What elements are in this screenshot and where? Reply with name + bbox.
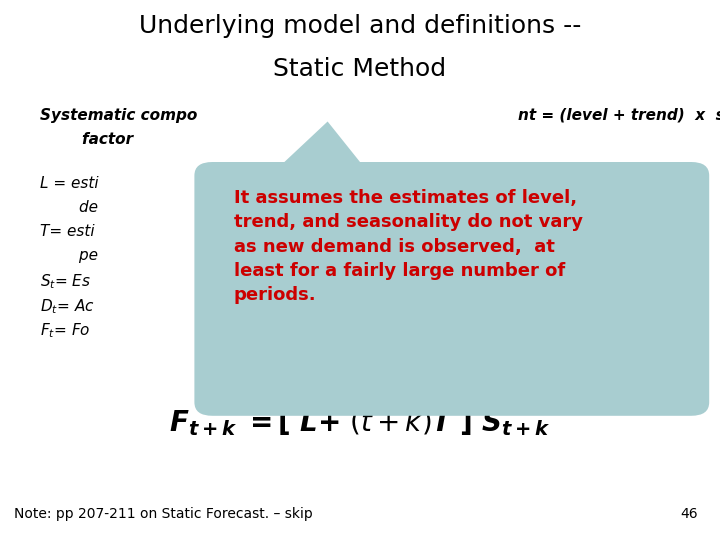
Text: Systematic compo: Systematic compo xyxy=(40,108,197,123)
Text: 46: 46 xyxy=(681,507,698,521)
FancyBboxPatch shape xyxy=(194,162,709,416)
Text: Underlying model and definitions --: Underlying model and definitions -- xyxy=(139,14,581,37)
Text: It assumes the estimates of level,
trend, and seasonality do not vary
as new dem: It assumes the estimates of level, trend… xyxy=(234,189,583,304)
Text: Static Method: Static Method xyxy=(274,57,446,80)
Text: $\bfit{F}_{t+k}$ $\mathbf{= [}$ $\bfit{L}$$\mathbf{+}$ $(t+k)$$\bfit{T}$ $\mathb: $\bfit{F}_{t+k}$ $\mathbf{= [}$ $\bfit{L… xyxy=(169,408,551,438)
Text: factor: factor xyxy=(40,132,132,147)
Text: nt = (level + trend)  x  seasonal: nt = (level + trend) x seasonal xyxy=(518,108,720,123)
Text: de: de xyxy=(40,200,98,215)
Text: $S_t$= Es: $S_t$= Es xyxy=(40,273,91,292)
Text: Note: pp 207-211 on Static Forecast. – skip: Note: pp 207-211 on Static Forecast. – s… xyxy=(14,507,313,521)
Text: T= esti: T= esti xyxy=(40,224,94,239)
Text: $F_t$= Fo: $F_t$= Fo xyxy=(40,321,90,340)
Text: pe: pe xyxy=(40,248,98,264)
Text: $D_t$= Ac: $D_t$= Ac xyxy=(40,297,94,316)
Text: per: per xyxy=(655,224,680,239)
Polygon shape xyxy=(270,122,371,176)
Text: L = esti: L = esti xyxy=(40,176,98,191)
